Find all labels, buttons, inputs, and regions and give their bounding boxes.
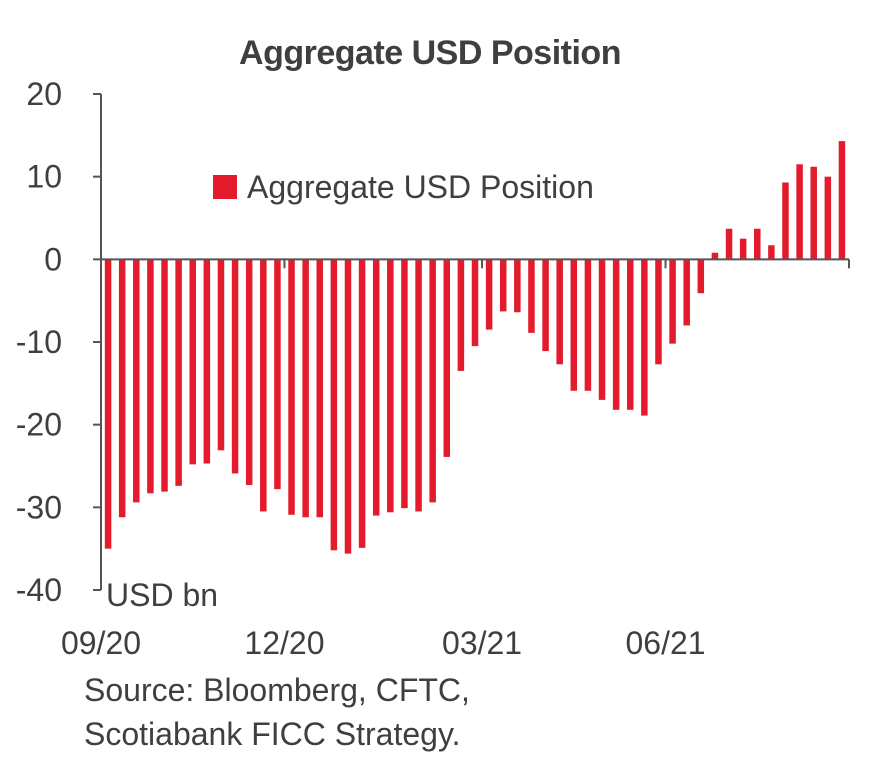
bar [429,259,436,503]
bar-series [104,141,846,554]
bar-chart: Aggregate USD Position 20 10 0 -10 -20 -30 -40… [16,34,850,661]
bar [471,259,479,347]
y-tick-label: -10 [16,324,62,360]
bar [754,228,761,260]
bar [203,259,211,464]
bar [570,259,578,391]
legend-label: Aggregate USD Position [247,169,594,205]
bar [810,166,817,260]
bar [697,259,705,294]
x-tick-label: 03/21 [442,625,522,661]
y-tick-label: 0 [44,241,62,277]
bar [457,259,465,371]
bar [330,259,338,551]
bar [415,259,422,512]
bar [514,259,521,313]
y-tick-label: 20 [26,76,62,112]
x-tick-label: 12/20 [244,625,324,661]
source-note: Source: Bloomberg, CFTC, Scotiabank FICC… [84,668,470,756]
bar [627,259,634,410]
bar [175,259,182,486]
bar [189,259,196,465]
x-tick-label: 09/20 [61,625,141,661]
bar [711,252,719,260]
bar [725,228,733,260]
bar [401,259,408,509]
bar [147,259,154,494]
source-line-1: Source: Bloomberg, CFTC, [84,672,470,708]
y-axis-ticks [93,93,101,591]
bar [485,259,493,330]
bar [655,259,662,365]
bar [542,259,549,352]
chart-title: Aggregate USD Position [239,34,621,72]
bar [288,259,295,515]
bar [358,259,366,548]
bar [782,182,789,260]
x-axis-ticks [100,259,850,269]
bar [274,259,281,490]
bar [316,259,323,518]
bar [133,259,140,503]
bar [245,259,253,486]
bar [739,238,747,260]
bar [161,259,168,492]
bar [584,259,592,391]
bar [641,259,648,416]
bar [344,259,352,554]
bar [118,259,126,518]
source-line-2: Scotiabank FICC Strategy. [84,716,461,752]
legend-swatch [213,175,237,199]
bar [556,259,563,365]
y-axis-unit-label: USD bn [106,577,218,613]
y-tick-label: -40 [16,572,62,608]
y-tick-label: 10 [26,159,62,195]
bar [598,259,606,400]
bar [443,259,451,457]
x-axis-tick-labels: 09/20 12/20 03/21 06/21 [61,625,706,661]
bar [260,259,267,512]
bar [669,259,676,344]
bar [612,259,620,410]
bar [683,259,690,326]
bar [387,259,394,513]
y-tick-label: -20 [16,407,62,443]
bar [768,245,775,260]
bar [838,141,846,260]
bar [217,259,225,451]
bar [528,259,535,333]
bar [302,259,309,518]
bar [372,259,380,516]
y-axis-tick-labels: 20 10 0 -10 -20 -30 -40 [16,76,62,608]
legend: Aggregate USD Position [213,169,594,205]
bar [104,259,112,549]
bar [499,259,507,312]
x-tick-label: 06/21 [625,625,705,661]
y-tick-label: -30 [16,489,62,525]
bar [796,164,803,260]
bar [231,259,239,474]
bar [824,176,832,260]
